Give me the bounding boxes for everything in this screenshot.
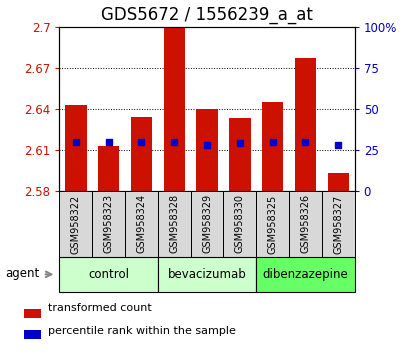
Bar <box>256 257 354 292</box>
Text: GSM958328: GSM958328 <box>169 194 179 253</box>
Bar <box>157 257 256 292</box>
Bar <box>130 117 152 191</box>
Bar <box>196 109 217 191</box>
Text: dibenzazepine: dibenzazepine <box>262 268 348 281</box>
Text: agent: agent <box>5 267 39 280</box>
Text: GSM958323: GSM958323 <box>103 194 113 253</box>
Bar <box>256 191 288 257</box>
Text: transformed count: transformed count <box>48 303 152 314</box>
Bar <box>190 191 223 257</box>
Bar <box>59 191 92 257</box>
Bar <box>92 191 125 257</box>
Bar <box>59 257 157 292</box>
Text: control: control <box>88 268 129 281</box>
Bar <box>223 191 256 257</box>
Text: bevacizumab: bevacizumab <box>167 268 246 281</box>
Text: GSM958329: GSM958329 <box>202 194 211 253</box>
Text: percentile rank within the sample: percentile rank within the sample <box>48 326 236 336</box>
Bar <box>327 173 348 191</box>
Text: GSM958327: GSM958327 <box>333 194 342 253</box>
Text: GSM958324: GSM958324 <box>136 194 146 253</box>
Bar <box>163 27 184 191</box>
Bar <box>229 119 250 191</box>
Text: GSM958326: GSM958326 <box>300 194 310 253</box>
Bar <box>65 105 86 191</box>
Text: GSM958322: GSM958322 <box>71 194 81 253</box>
Bar <box>24 330 41 339</box>
Title: GDS5672 / 1556239_a_at: GDS5672 / 1556239_a_at <box>101 6 312 24</box>
Text: GSM958325: GSM958325 <box>267 194 277 253</box>
Bar <box>288 191 321 257</box>
Bar <box>157 191 190 257</box>
Bar <box>24 309 41 318</box>
Bar <box>261 102 283 191</box>
Bar <box>294 58 315 191</box>
Text: GSM958330: GSM958330 <box>234 194 244 253</box>
Bar <box>321 191 354 257</box>
Bar <box>98 146 119 191</box>
Bar <box>125 191 157 257</box>
